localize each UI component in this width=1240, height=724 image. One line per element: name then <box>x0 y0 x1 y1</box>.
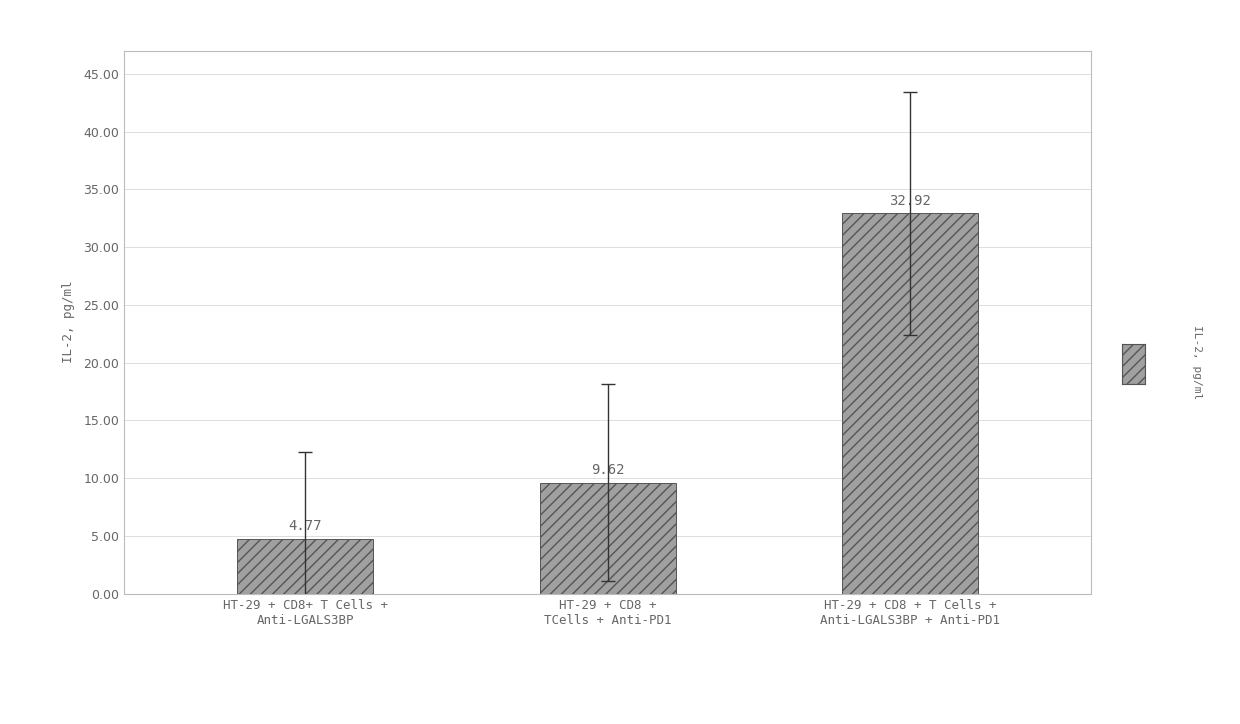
Text: 9.62: 9.62 <box>590 463 625 477</box>
Text: 4.77: 4.77 <box>289 519 322 533</box>
Bar <box>842 214 978 594</box>
Y-axis label: IL-2, pg/ml: IL-2, pg/ml <box>62 281 74 363</box>
Text: IL-2, pg/ml: IL-2, pg/ml <box>1192 325 1202 399</box>
Bar <box>539 482 676 594</box>
Bar <box>237 539 373 594</box>
Text: 32.92: 32.92 <box>889 193 931 208</box>
